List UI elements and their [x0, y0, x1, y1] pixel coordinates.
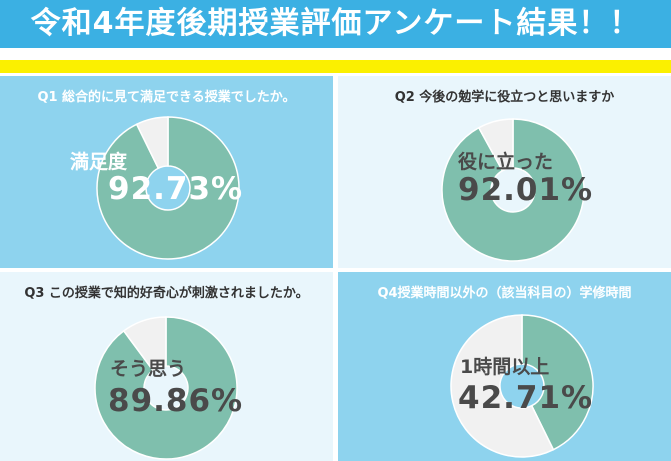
question-title: Q4授業時間以外の（該当科目の）学修時間	[377, 286, 632, 301]
donut-chart-q1	[96, 116, 240, 260]
question-title: Q2 今後の勉学に役立つと思いますか	[394, 90, 615, 105]
donut-chart-q2	[441, 118, 585, 262]
answer-label: 満足度	[70, 151, 128, 173]
answer-label: そう思う	[110, 358, 187, 380]
percent-value: 92.73%	[108, 171, 244, 207]
slice-answer	[441, 118, 585, 262]
header-bar: 令和4年度後期授業評価アンケート結果！！	[0, 0, 671, 48]
panel-q2: Q2 今後の勉学に役立つと思いますか 役に立った 92.01%	[338, 76, 671, 268]
question-title: Q3 この授業で知的好奇心が刺激されましたか。	[24, 286, 309, 301]
panel-q3: Q3 この授業で知的好奇心が刺激されましたか。 そう思う 89.86%	[0, 272, 333, 461]
question-title: Q1 総合的に見て満足できる授業でしたか。	[37, 90, 296, 105]
yellow-stripe	[0, 60, 671, 73]
answer-label: 1時間以上	[460, 356, 550, 378]
answer-label: 役に立った	[458, 151, 554, 173]
panel-q4: Q4授業時間以外の（該当科目の）学修時間 1時間以上 42.71%	[338, 272, 671, 461]
slice-remainder	[450, 314, 555, 458]
percent-value: 92.01%	[458, 172, 594, 208]
donut-chart-q4	[450, 314, 594, 458]
slice-remainder	[122, 316, 167, 372]
percent-value: 89.86%	[108, 383, 244, 419]
page-title: 令和4年度後期授業評価アンケート結果！！	[30, 6, 641, 41]
slice-answer	[94, 316, 238, 460]
slice-remainder	[477, 118, 514, 172]
slice-answer	[96, 116, 240, 260]
slice-answer	[521, 314, 594, 451]
slice-remainder	[135, 116, 169, 170]
panel-q1: Q1 総合的に見て満足できる授業でしたか。 満足度 92.73%	[0, 76, 333, 268]
donut-chart-q3	[94, 316, 238, 460]
percent-value: 42.71%	[458, 380, 594, 416]
